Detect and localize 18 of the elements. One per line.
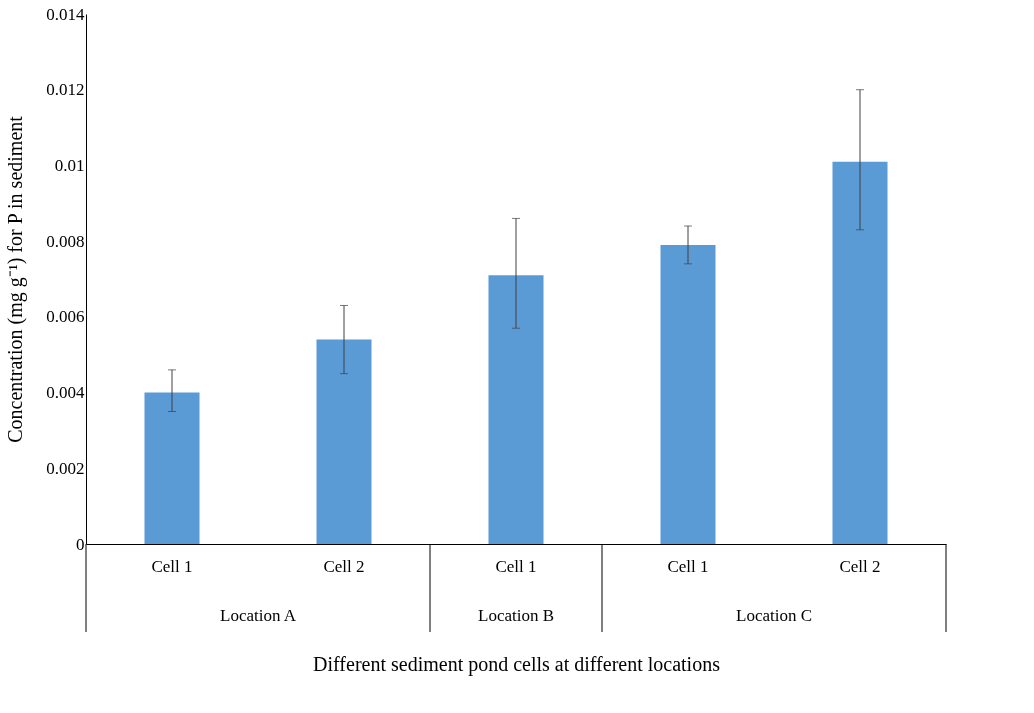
y-axis-title: Concentration (mg g⁻¹) for P in sediment xyxy=(4,115,28,443)
x-tick-label: Cell 1 xyxy=(495,556,537,576)
x-tick-label: Cell 2 xyxy=(839,556,881,576)
y-tick-label: 0.012 xyxy=(46,80,85,100)
y-tick-label: 0.002 xyxy=(46,458,85,478)
y-tick-label: 0.008 xyxy=(46,231,85,251)
x-tick-label: Cell 1 xyxy=(151,556,193,576)
x-tick-label: Cell 2 xyxy=(323,556,365,576)
y-tick-label: 0.014 xyxy=(46,4,85,24)
text: Location A xyxy=(219,606,297,625)
text: Location B xyxy=(477,606,555,625)
text: Location C xyxy=(735,606,813,625)
y-tick-label: 0.006 xyxy=(46,307,85,327)
x-tick-label: Cell 1 xyxy=(667,556,709,576)
y-tick-label: 0 xyxy=(76,534,85,554)
x-axis-title: Different sediment pond cells at different locations xyxy=(313,652,721,676)
y-tick-label: 0.01 xyxy=(54,155,85,175)
y-tick-label: 0.004 xyxy=(46,383,85,403)
